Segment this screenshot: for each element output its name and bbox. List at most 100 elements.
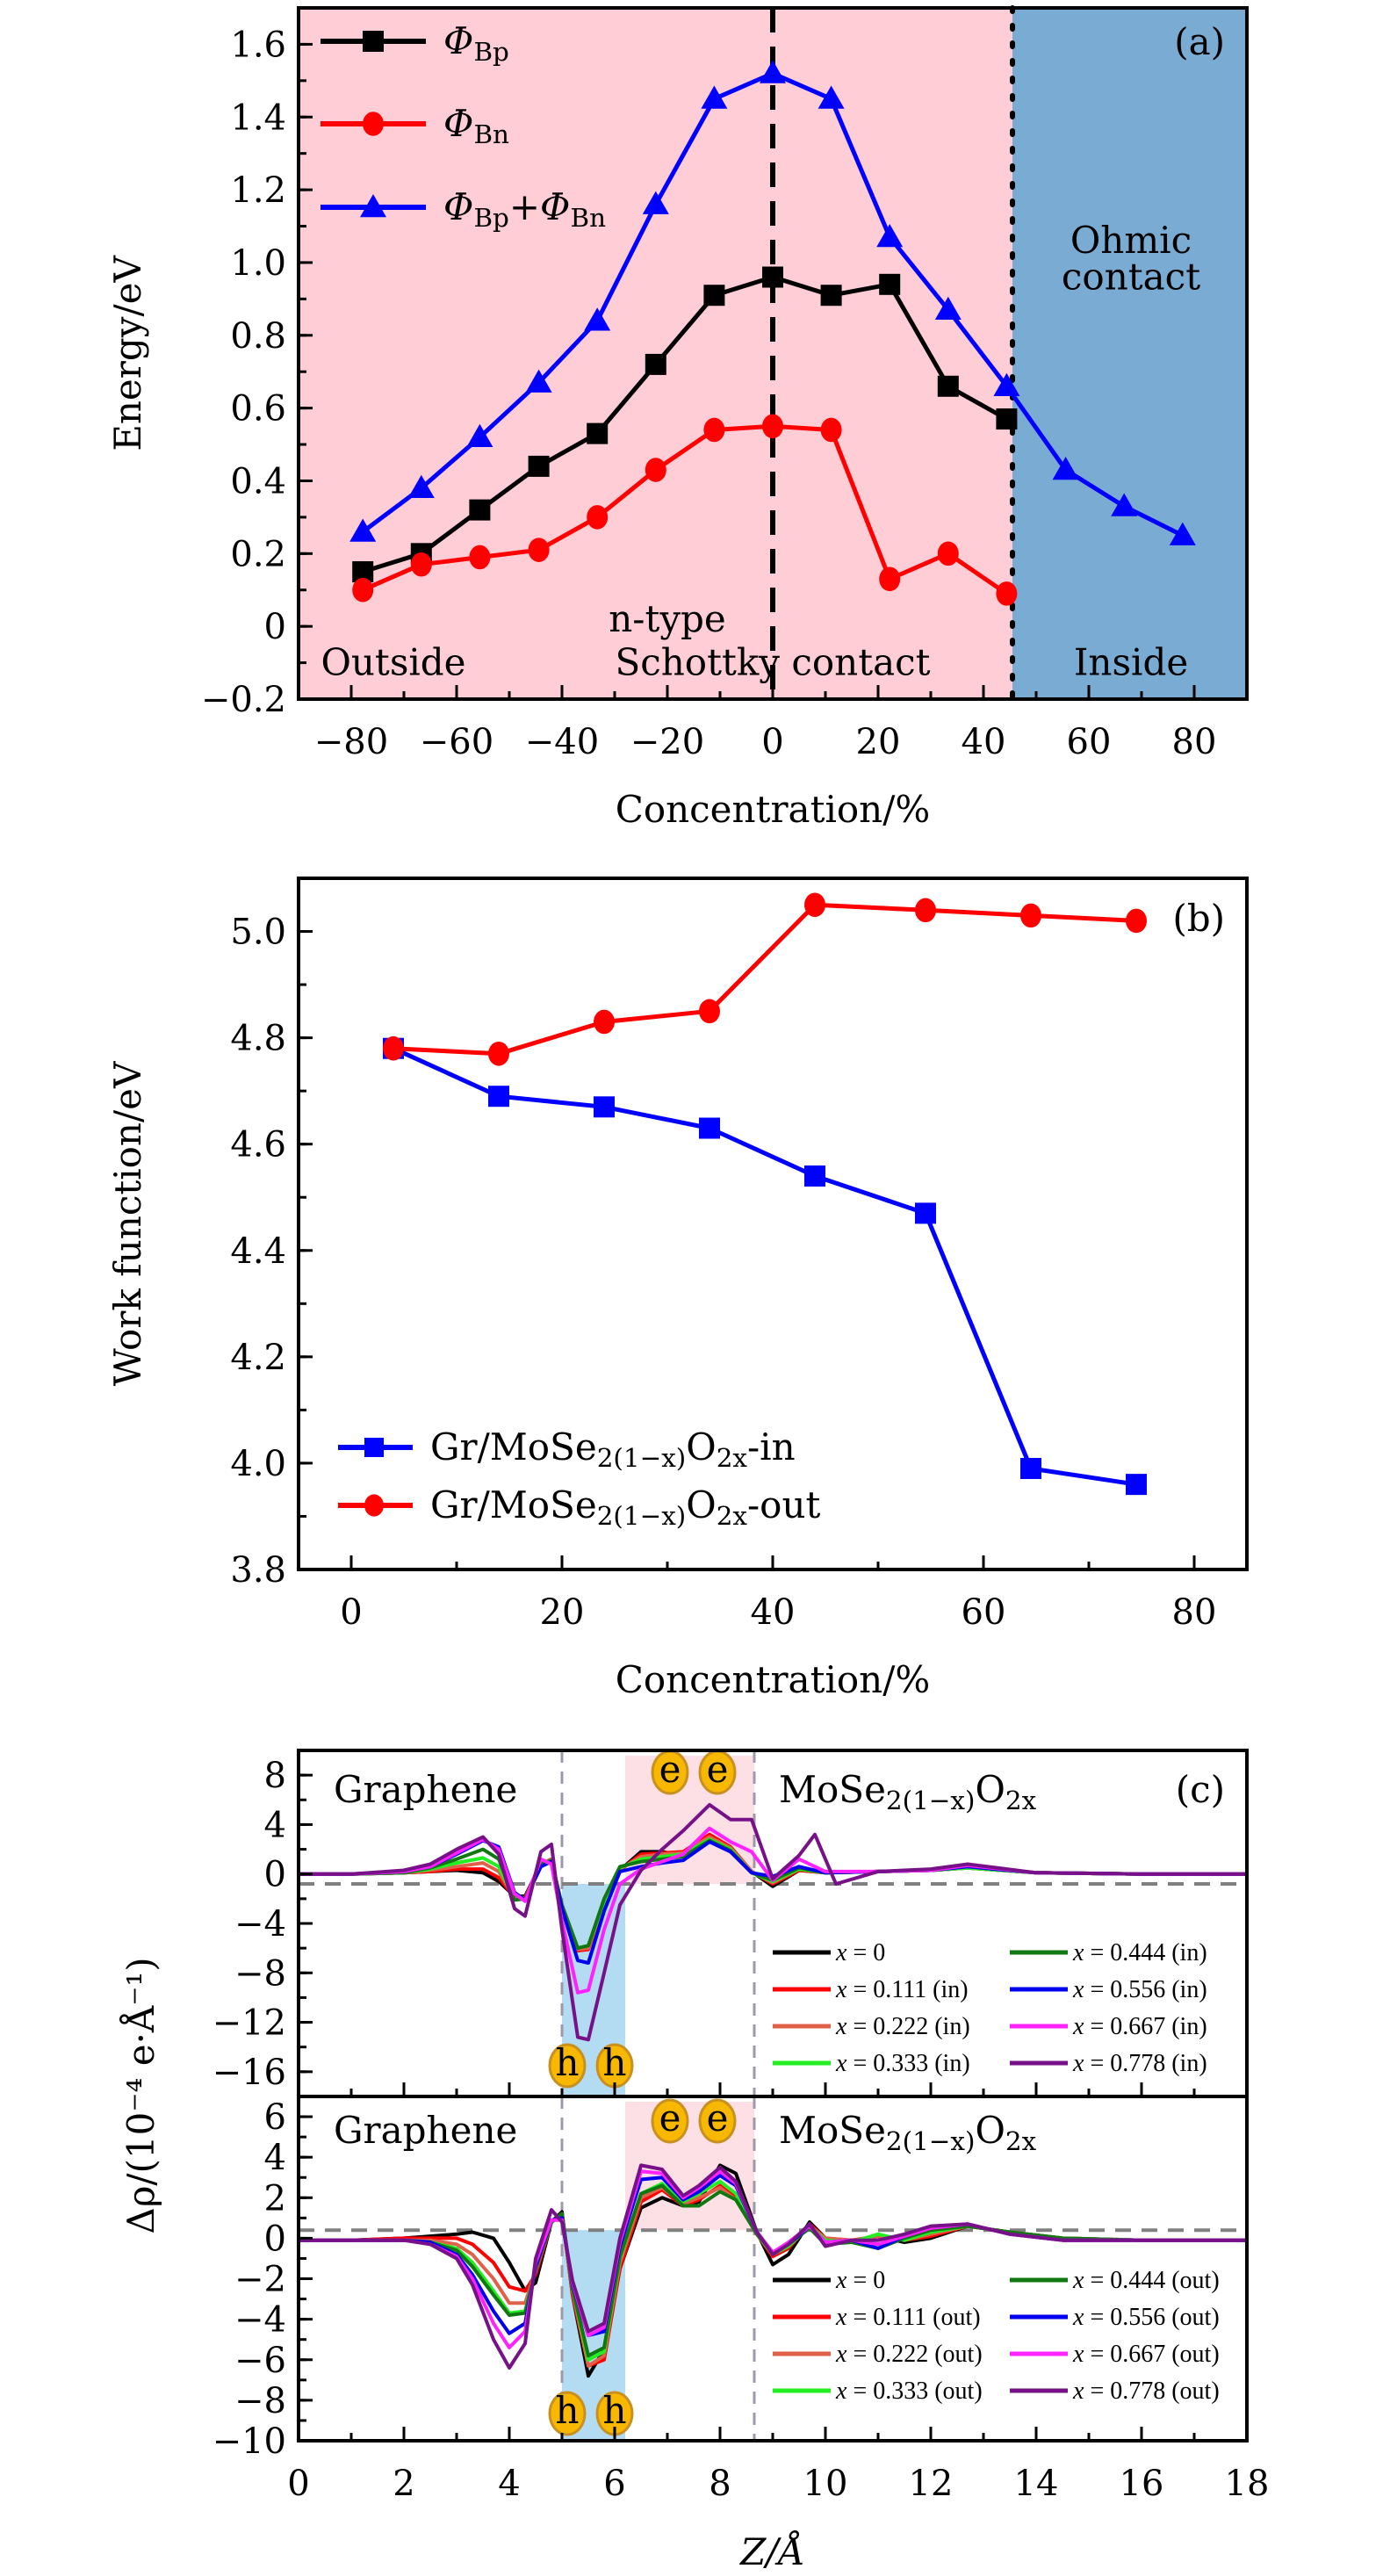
legend-marker bbox=[364, 1438, 384, 1457]
x-tick-label: 60 bbox=[1067, 722, 1112, 762]
y-tick-label: 4.8 bbox=[230, 1019, 286, 1059]
y-tick-label: 1.0 bbox=[230, 243, 286, 284]
x-tick-label: 0 bbox=[761, 722, 783, 762]
legend-label: x = 0 bbox=[835, 1939, 885, 1966]
legend-label: x = 0.778 (out) bbox=[1072, 2378, 1220, 2405]
badge-letter: h bbox=[602, 2041, 626, 2084]
data-point-1 bbox=[915, 898, 936, 923]
legend-label: x = 0 bbox=[835, 2267, 885, 2294]
region-annotation: n-type bbox=[609, 597, 726, 640]
data-point-2 bbox=[876, 223, 904, 248]
y-tick-label: −12 bbox=[212, 2003, 286, 2044]
data-point-0 bbox=[469, 499, 491, 521]
data-point-2 bbox=[584, 307, 611, 331]
y-tick-label: 4 bbox=[264, 2138, 286, 2178]
legend-label: x = 0.222 (in) bbox=[835, 2013, 970, 2040]
curve-in-7 bbox=[299, 1802, 1247, 2042]
data-point-2 bbox=[1169, 522, 1196, 545]
data-point-0 bbox=[762, 266, 783, 288]
x-tick-label: 40 bbox=[751, 1592, 796, 1633]
data-point-0 bbox=[699, 1117, 720, 1139]
legend-marker bbox=[363, 31, 384, 52]
panel-b-work-function-chart: 3.8 4.0 4.2 4.4 4.6 4.8 5.0 0 20 40 60 80 Concentrat… bbox=[106, 877, 1249, 1701]
x-axis-title: Concentration/% bbox=[616, 1658, 931, 1701]
hole-badge-icon bbox=[548, 2043, 587, 2089]
data-point-2 bbox=[701, 85, 728, 109]
curve-in-0 bbox=[299, 1837, 1247, 1952]
y-tick-label: 0 bbox=[264, 1855, 286, 1895]
data-point-1 bbox=[1126, 908, 1147, 934]
data-point-1 bbox=[488, 1041, 509, 1066]
legend-marker bbox=[363, 112, 384, 136]
data-point-0 bbox=[879, 273, 901, 295]
y-tick-label: 1.6 bbox=[230, 25, 286, 65]
electron-badge-icon bbox=[698, 2098, 737, 2144]
region-annotation: Schottky contact bbox=[615, 641, 930, 684]
x-tick-label: 8 bbox=[709, 2464, 731, 2504]
y-tick-label: −8 bbox=[234, 1953, 286, 1994]
x-tick-label: 10 bbox=[803, 2464, 848, 2504]
legend: ΦBp ΦBn ΦBp+ΦBn bbox=[321, 19, 606, 233]
x-tick-label: 80 bbox=[1172, 1592, 1217, 1633]
y-tick-label: −4 bbox=[234, 2300, 286, 2341]
data-point-1 bbox=[820, 417, 842, 443]
legend-label: ΦBn bbox=[443, 102, 509, 149]
data-point-0 bbox=[587, 422, 609, 444]
data-point-1 bbox=[352, 577, 374, 603]
x-tick-label: 40 bbox=[962, 722, 1006, 762]
legend-label: x = 0.222 (out) bbox=[835, 2341, 983, 2368]
legend-in: x = 0 x = 0.111 (in) x = 0.222 (in) x = 0.3… bbox=[773, 1939, 1207, 2077]
x-tick-label: 6 bbox=[603, 2464, 625, 2504]
legend-label: x = 0.444 (out) bbox=[1072, 2267, 1220, 2294]
y-tick-label: 1.2 bbox=[230, 170, 286, 211]
x-tick-label: 0 bbox=[287, 2464, 309, 2504]
data-point-1 bbox=[762, 414, 783, 439]
data-point-0 bbox=[937, 375, 959, 397]
curve-in-1 bbox=[299, 1832, 1247, 1952]
x-tick-label: −80 bbox=[314, 722, 388, 762]
legend-label: ΦBp bbox=[443, 19, 509, 67]
data-point-1 bbox=[594, 1009, 615, 1035]
y-tick-label: 4.6 bbox=[230, 1125, 286, 1165]
data-point-1 bbox=[937, 541, 959, 566]
x-tick-label: 20 bbox=[540, 1592, 585, 1633]
x-axis-title: Concentration/% bbox=[616, 788, 931, 831]
schottky-region bbox=[299, 8, 1012, 699]
y-tick-label: −4 bbox=[234, 1904, 286, 1945]
curve-out-0 bbox=[299, 2163, 1247, 2378]
mose2-label: MoSe2(1−x)O2x bbox=[779, 2109, 1037, 2156]
legend-label: Gr/MoSe2(1−x)O2x-out bbox=[430, 1483, 820, 1531]
data-point-2 bbox=[760, 60, 786, 83]
data-point-2 bbox=[642, 191, 669, 214]
legend-label: x = 0.444 (in) bbox=[1072, 1939, 1207, 1966]
data-point-2 bbox=[1052, 457, 1079, 480]
x-tick-label: 4 bbox=[498, 2464, 520, 2504]
y-tick-label: 0.6 bbox=[230, 389, 286, 429]
y-tick-label: 0.4 bbox=[230, 461, 286, 501]
panel-label: (c) bbox=[1176, 1768, 1225, 1811]
legend-label: x = 0.333 (out) bbox=[835, 2378, 983, 2405]
badge-letter: h bbox=[602, 2389, 626, 2432]
curve-in-2 bbox=[299, 1835, 1247, 1952]
x-tick-label: −60 bbox=[420, 722, 493, 762]
legend-label: x = 0.556 (out) bbox=[1072, 2304, 1220, 2331]
data-point-0 bbox=[488, 1086, 509, 1108]
y-tick-label: 0 bbox=[264, 607, 286, 647]
graphene-label: Graphene bbox=[334, 1768, 517, 1811]
y-tick-label: −0.2 bbox=[201, 680, 286, 720]
y-tick-label: 0 bbox=[264, 2219, 286, 2259]
y-tick-label: 4 bbox=[264, 1805, 286, 1845]
y-tick-label: −6 bbox=[234, 2341, 286, 2381]
y-axis-title: Work function/eV bbox=[106, 1061, 149, 1386]
hole-badge-icon bbox=[548, 2391, 587, 2436]
legend-label: ΦBp+ΦBn bbox=[443, 185, 606, 233]
graphene-label: Graphene bbox=[334, 2109, 517, 2152]
x-tick-label: −20 bbox=[630, 722, 704, 762]
data-point-0 bbox=[996, 408, 1018, 430]
data-point-1 bbox=[703, 417, 725, 443]
region-annotation: Outside bbox=[321, 641, 465, 684]
y-tick-label: 5.0 bbox=[230, 913, 286, 953]
data-point-0 bbox=[820, 285, 842, 307]
badge-letter: e bbox=[659, 2096, 681, 2139]
